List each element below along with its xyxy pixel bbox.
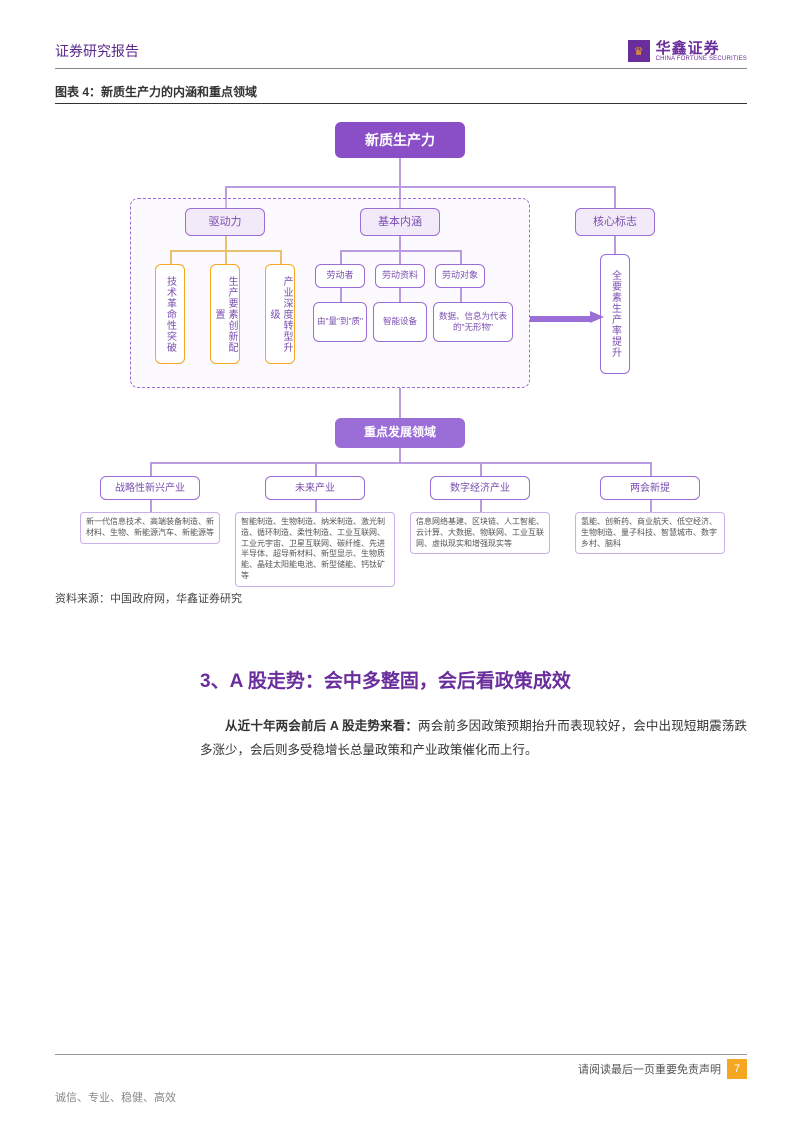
- node-root: 新质生产力: [335, 122, 465, 158]
- core-child-a: 劳动者: [315, 264, 365, 288]
- company-logo: ♛ 华鑫证券 CHINA FORTUNE SECURITIES: [628, 40, 747, 62]
- figure-title: 图表 4：新质生产力的内涵和重点领域: [55, 83, 747, 104]
- figure-source: 资料来源：中国政府网，华鑫证券研究: [55, 590, 747, 606]
- disclaimer-note: 请阅读最后一页重要免责声明: [578, 1061, 721, 1077]
- section-title: 3、A 股走势：会中多整固，会后看政策成效: [200, 666, 747, 693]
- report-type-label: 证券研究报告: [55, 41, 139, 61]
- logo-icon: ♛: [628, 40, 650, 62]
- node-mid-title: 重点发展领域: [335, 418, 465, 448]
- logo-text-en: CHINA FORTUNE SECURITIES: [656, 56, 747, 62]
- drive-child-2: 生产要素创新配置: [210, 264, 240, 364]
- bottom-desc-2: 智能制造、生物制造、纳米制造、激光制造、循环制造、柔性制造、工业互联网、工业元宇…: [235, 512, 395, 587]
- core-child-c: 劳动对象: [435, 264, 485, 288]
- node-core: 基本内涵: [360, 208, 440, 236]
- bottom-desc-1: 新一代信息技术、高端装备制造、新材料、生物、新能源汽车、新能源等: [80, 512, 220, 544]
- page-header: 证券研究报告 ♛ 华鑫证券 CHINA FORTUNE SECURITIES: [55, 40, 747, 69]
- bottom-desc-3: 信息网络基建、区块链、人工智能、云计算、大数据、物联网、工业互联网、虚拟现实和增…: [410, 512, 550, 554]
- sign-child: 全要素生产率提升: [600, 254, 630, 374]
- bottom-cat-2: 未来产业: [265, 476, 365, 500]
- page-footer: 请阅读最后一页重要免责声明 7 诚信、专业、稳健、高效: [55, 1054, 747, 1105]
- bottom-desc-4: 氢能、创新药、商业航天、低空经济、生物制造、量子科技、智慧城市、数字乡村、脑科: [575, 512, 725, 554]
- core-sub-c: 数据、信息为代表的"无形物": [433, 302, 513, 342]
- body-paragraph: 从近十年两会前后 A 股走势来看：两会前多因政策预期抬升而表现较好，会中出现短期…: [200, 715, 747, 763]
- core-child-b: 劳动资料: [375, 264, 425, 288]
- drive-child-3: 产业深度转型升级: [265, 264, 295, 364]
- node-drive: 驱动力: [185, 208, 265, 236]
- footer-motto: 诚信、专业、稳健、高效: [55, 1089, 747, 1105]
- flowchart-diagram: 新质生产力 驱动力 基本内涵 核心标志 技术革命性突破 生产要素创新配置 产业深…: [55, 108, 747, 588]
- page-number: 7: [727, 1059, 747, 1079]
- node-sign: 核心标志: [575, 208, 655, 236]
- core-sub-b: 智能设备: [373, 302, 427, 342]
- drive-child-1: 技术革命性突破: [155, 264, 185, 364]
- bottom-cat-3: 数字经济产业: [430, 476, 530, 500]
- bottom-cat-1: 战略性新兴产业: [100, 476, 200, 500]
- bottom-cat-4: 两会新提: [600, 476, 700, 500]
- p1-bold: 从近十年两会前后 A 股走势来看：: [225, 719, 418, 733]
- core-sub-a: 由"量"到"质": [313, 302, 367, 342]
- logo-text-cn: 华鑫证券: [656, 41, 747, 56]
